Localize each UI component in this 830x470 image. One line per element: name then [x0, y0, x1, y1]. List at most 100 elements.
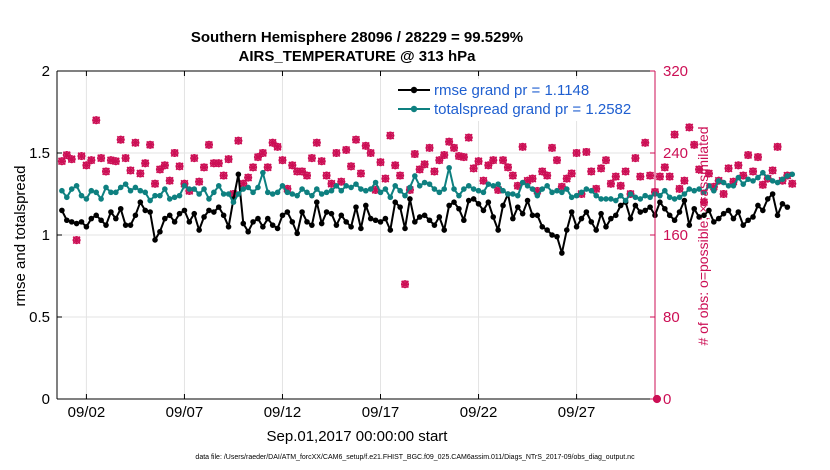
rmse-point-41 — [260, 224, 266, 230]
obs_assimilated-point-136 — [724, 164, 733, 173]
rmse-point-139 — [740, 222, 747, 228]
obs_assimilated-point-66 — [381, 174, 390, 183]
totalspread-point-79 — [446, 164, 452, 171]
rmse-point-119 — [642, 207, 648, 214]
totalspread-point-55 — [328, 187, 335, 194]
obs_assimilated-point-63 — [366, 149, 375, 157]
totalspread-point-146 — [774, 179, 781, 186]
obs_assimilated-point-76 — [430, 167, 439, 176]
obs_assimilated-point-59 — [347, 162, 356, 171]
obs_assimilated-point-15 — [131, 138, 140, 147]
totalspread-point-13 — [122, 181, 129, 187]
totalspread-point-114 — [617, 192, 624, 199]
rmse-point-5 — [83, 224, 90, 230]
obs_assimilated-point-79 — [445, 137, 454, 146]
rmse-point-20 — [157, 228, 163, 235]
totalspread-point-25 — [181, 183, 188, 189]
obs_assimilated-point-3 — [72, 236, 81, 245]
rmse-point-81 — [456, 205, 462, 212]
rmse-point-140 — [745, 217, 751, 224]
obs_assimilated-point-108 — [587, 167, 596, 176]
totalspread-point-71 — [407, 184, 413, 191]
totalspread-point-62 — [363, 187, 369, 194]
obs_assimilated-point-62 — [361, 141, 370, 150]
y-tick-labels: 0 0.5 1 1.5 2 — [29, 63, 62, 408]
obs_assimilated-point-123 — [660, 163, 669, 172]
totalspread-point-101 — [554, 187, 560, 194]
totalspread-point-9 — [103, 184, 109, 191]
y2-tick-label-3: 240 — [663, 145, 688, 162]
totalspread-point-59 — [348, 184, 354, 191]
obs_assimilated-point-29 — [200, 163, 209, 172]
totalspread-point-147 — [779, 176, 786, 183]
legend-totalspread-marker — [410, 105, 418, 113]
rmse-point-18 — [147, 209, 153, 215]
obs_assimilated-point-90 — [499, 156, 508, 165]
totalspread-point-77 — [436, 189, 443, 196]
rmse-point-134 — [715, 215, 722, 222]
rmse-point-48 — [294, 230, 300, 237]
totalspread-point-133 — [711, 187, 717, 194]
totalspread-point-54 — [323, 189, 330, 196]
x-tick-label-0: 09/02 — [68, 404, 106, 421]
obs_assimilated-point-39 — [249, 163, 258, 172]
obs_assimilated-point-30 — [204, 140, 213, 149]
y-tick-label-4: 2 — [42, 63, 50, 80]
rmse-point-12 — [117, 205, 124, 212]
rmse-point-120 — [647, 204, 653, 210]
totalspread-point-81 — [456, 192, 462, 199]
y-tick-label-2: 1 — [42, 227, 50, 244]
rmse-point-84 — [470, 196, 477, 202]
totalspread-point-130 — [696, 186, 702, 192]
obs_assimilated-point-129 — [690, 140, 699, 149]
totalspread-point-112 — [608, 196, 614, 202]
totalspread-point-124 — [666, 194, 673, 201]
obs_assimilated-point-110 — [597, 164, 606, 173]
rmse-point-54 — [323, 209, 330, 215]
totalspread-point-80 — [451, 186, 457, 192]
rmse-point-87 — [485, 199, 492, 205]
rmse-point-70 — [402, 225, 408, 232]
obs_assimilated-point-140 — [744, 151, 753, 160]
totalspread-point-97 — [534, 192, 541, 199]
totalspread-point-103 — [563, 186, 570, 192]
rmse-point-99 — [544, 227, 550, 233]
rmse-point-73 — [416, 214, 423, 220]
obs_assimilated-point-9 — [102, 167, 111, 176]
totalspread-point-123 — [662, 187, 668, 194]
totalspread-point-39 — [250, 189, 256, 196]
rmse-point-39 — [250, 219, 256, 225]
x-tick-label-2: 09/12 — [264, 404, 302, 421]
rmse-point-86 — [480, 207, 487, 214]
totalspread-point-29 — [201, 186, 207, 192]
totalspread-point-69 — [397, 187, 403, 194]
totalspread-point-139 — [740, 181, 747, 187]
totalspread-point-7 — [93, 189, 100, 196]
rmse-point-142 — [755, 202, 761, 209]
rmse-point-136 — [725, 207, 732, 214]
rmse-point-93 — [514, 204, 521, 210]
totalspread-point-126 — [676, 194, 683, 201]
obs_assimilated-point-24 — [175, 162, 184, 171]
obs_assimilated-point-17 — [141, 159, 150, 168]
legend-rmse-label: rmse grand pr = 1.1148 — [434, 82, 589, 99]
obs_assimilated-point-91 — [503, 163, 512, 172]
rmse-point-44 — [274, 225, 281, 232]
rmse-point-147 — [779, 201, 786, 207]
obs_assimilated-point-146 — [773, 142, 782, 151]
obs_assimilated-point-142 — [753, 153, 762, 162]
totalspread-point-109 — [593, 192, 599, 199]
rmse-point-30 — [206, 207, 212, 214]
rmse-point-22 — [166, 212, 173, 219]
totalspread-point-11 — [113, 189, 119, 196]
totalspread-point-116 — [627, 191, 634, 197]
legend-box — [393, 79, 647, 121]
obs_assimilated-point-111 — [601, 156, 610, 165]
rmse-point-98 — [539, 224, 546, 230]
obs_assimilated-point-19 — [151, 179, 160, 188]
totalspread-point-19 — [152, 192, 158, 199]
totalspread-point-60 — [353, 181, 359, 187]
rmse-point-61 — [358, 225, 364, 232]
obs_assimilated-point-7 — [92, 116, 101, 125]
